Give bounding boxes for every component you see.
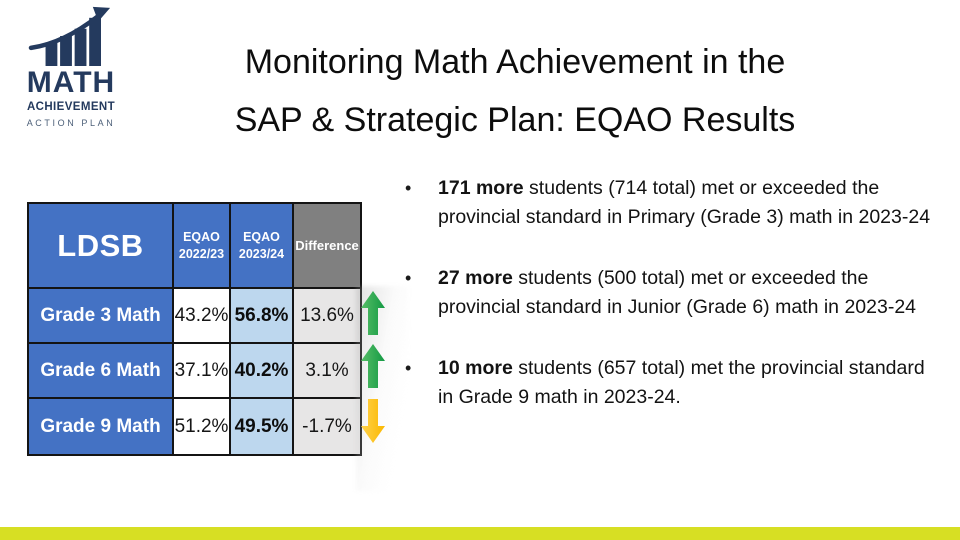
bullet-grade9-rest: students (657 total) met the provincial …	[438, 357, 925, 408]
logo-word-action-plan: ACTION PLAN	[26, 117, 116, 128]
table-grade6-difference: 3.1%	[294, 344, 360, 399]
logo-word-math: MATH	[26, 66, 116, 99]
table-grade9-difference: -1.7%	[294, 399, 360, 454]
table-header-ldsb: LDSB	[29, 204, 174, 289]
table-grade3-difference: 13.6%	[294, 289, 360, 344]
slide-title: Monitoring Math Achievement in the SAP &…	[110, 33, 920, 149]
bullet-grade6-bold: 27 more	[438, 267, 513, 289]
table-row-grade3-label: Grade 3 Math	[29, 289, 174, 344]
bullet-grade9-bold: 10 more	[438, 357, 513, 379]
bullet-grade9: • 10 more students (657 total) met the p…	[405, 354, 937, 411]
table-grade9-2023-24: 49.5%	[231, 399, 294, 454]
bullet-grade3-bold: 171 more	[438, 177, 524, 199]
table-grade9-2022-23: 51.2%	[174, 399, 231, 454]
math-achievement-logo: MATH ACHIEVEMENT ACTION PLAN	[12, 6, 130, 129]
bullet-grade3-text: 171 more students (714 total) met or exc…	[438, 174, 937, 231]
bullet-marker: •	[405, 268, 412, 288]
table-grade3-2023-24: 56.8%	[231, 289, 294, 344]
summary-bullets: • 171 more students (714 total) met or e…	[405, 174, 937, 444]
trend-up-arrow-grade6	[361, 344, 385, 388]
table-header-difference: Difference	[294, 204, 360, 289]
table-grade6-2022-23: 37.1%	[174, 344, 231, 399]
bullet-grade6: • 27 more students (500 total) met or ex…	[405, 264, 937, 321]
footer-accent-strip	[0, 527, 960, 540]
rising-bar-chart-icon	[28, 6, 111, 66]
bullet-grade6-text: 27 more students (500 total) met or exce…	[438, 264, 937, 321]
trend-up-arrow-grade3	[361, 291, 385, 335]
bullet-marker: •	[405, 358, 412, 378]
bullet-grade6-rest: students (500 total) met or exceeded the…	[438, 267, 917, 318]
table-grade3-2022-23: 43.2%	[174, 289, 231, 344]
table-header-eqao-2022-23: EQAO 2022/23	[174, 204, 231, 289]
bullet-marker: •	[405, 178, 412, 198]
logo-word-achievement: ACHIEVEMENT	[26, 101, 116, 113]
bullet-grade3: • 171 more students (714 total) met or e…	[405, 174, 937, 231]
arrow-shadow-wash	[356, 286, 408, 491]
eqao-results-table: LDSB EQAO 2022/23 EQAO 2023/24 Differenc…	[27, 202, 362, 456]
table-row-grade9-label: Grade 9 Math	[29, 399, 174, 454]
trend-down-arrow-grade9	[361, 399, 385, 443]
table-grade6-2023-24: 40.2%	[231, 344, 294, 399]
table-header-eqao-2023-24: EQAO 2023/24	[231, 204, 294, 289]
slide-title-line1: Monitoring Math Achievement in the	[244, 43, 786, 81]
table-row-grade6-label: Grade 6 Math	[29, 344, 174, 399]
bullet-grade9-text: 10 more students (657 total) met the pro…	[438, 354, 937, 411]
slide-title-line2: SAP & Strategic Plan: EQAO Results	[234, 101, 796, 139]
bullet-grade3-rest: students (714 total) met or exceeded the…	[438, 177, 931, 228]
